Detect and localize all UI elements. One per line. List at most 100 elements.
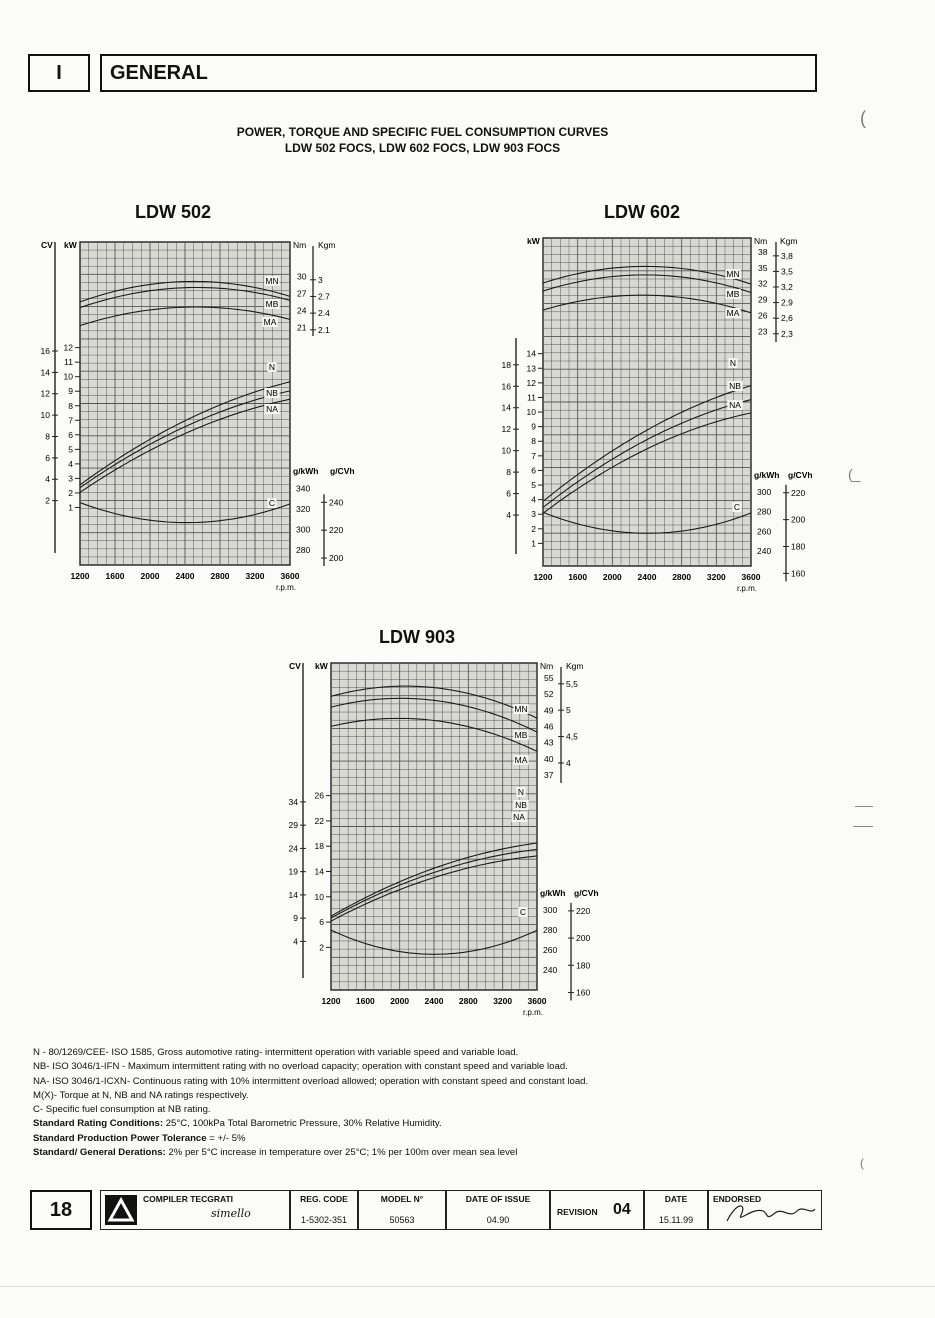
nm-tick-label: 38: [758, 247, 768, 257]
gkwh-axis-label: g/kWh: [540, 888, 566, 898]
nm-axis-label: Nm: [293, 240, 306, 250]
gkwh-tick-label: 300: [757, 487, 771, 497]
series-label-bg: [513, 730, 529, 740]
gkwh-tick-label: 300: [543, 905, 557, 915]
x-axis-label: r.p.m.: [737, 584, 757, 593]
kw-tick-label: 6: [68, 430, 73, 440]
page-edge: [0, 1286, 935, 1287]
series-label-ma: MA: [264, 317, 277, 327]
power-curve-n: [79, 381, 291, 486]
series-label-bg: [513, 800, 529, 810]
power-curve-na: [79, 398, 291, 493]
chart-title-ldw602: LDW 602: [604, 202, 681, 222]
series-label-c: C: [734, 502, 740, 512]
x-tick-label: 3200: [707, 572, 726, 582]
fuel-curve-c: [330, 929, 538, 955]
nm-tick-label: 49: [544, 705, 554, 715]
power-curve-na: [330, 855, 538, 922]
x-tick-label: 3200: [246, 571, 265, 581]
cv-tick-label: 4: [506, 510, 511, 520]
endorsed-cell: ENDORSED: [708, 1190, 822, 1230]
kw-tick-label: 8: [531, 436, 536, 446]
reg-code-label: REG. CODE: [300, 1194, 348, 1204]
cv-tick-label: 12: [502, 424, 512, 434]
note-rating-conditions: Standard Rating Conditions: 25°C, 100kPa…: [33, 1118, 442, 1130]
x-tick-label: 2000: [390, 996, 409, 1006]
x-tick-label: 1200: [534, 572, 553, 582]
power-curve-n: [542, 385, 752, 502]
kgm-axis-label: Kgm: [566, 661, 583, 671]
title-block: COMPILER TECGRATI simello REG. CODE 1-53…: [100, 1190, 822, 1230]
kw-tick-label: 3: [68, 473, 73, 483]
binder-mark: [855, 806, 873, 807]
kw-tick-label: 10: [527, 407, 537, 417]
kw-tick-label: 7: [68, 415, 73, 425]
x-tick-label: 1200: [71, 571, 90, 581]
nm-tick-label: 23: [758, 326, 768, 336]
nm-tick-label: 26: [758, 311, 768, 321]
nm-tick-label: 27: [297, 289, 307, 299]
model-label: MODEL N°: [380, 1194, 424, 1204]
x-tick-label: 3200: [493, 996, 512, 1006]
gkwh-tick-label: 260: [543, 945, 557, 955]
binder-mark: [853, 826, 873, 827]
compiler-cell: COMPILER TECGRATI simello: [100, 1190, 290, 1230]
x-tick-label: 1600: [106, 571, 125, 581]
title-line-2: LDW 502 FOCS, LDW 602 FOCS, LDW 903 FOCS: [284, 141, 561, 155]
kgm-tick-label: 3,5: [781, 266, 793, 276]
series-label-bg: [267, 498, 277, 508]
torque-curve-mn: [542, 265, 752, 285]
cv-tick-label: 8: [45, 431, 50, 441]
kw-tick-label: 10: [315, 892, 325, 902]
gcvh-tick-label: 200: [576, 933, 590, 943]
cv-tick-label: 12: [41, 389, 51, 399]
kw-tick-label: 9: [531, 422, 536, 432]
kgm-tick-label: 2,9: [781, 298, 793, 308]
binder-mark: (: [860, 108, 866, 128]
x-tick-label: 2800: [672, 572, 691, 582]
cv-tick-label: 4: [293, 936, 298, 946]
kgm-tick-label: 2.4: [318, 308, 330, 318]
model-value: 50563: [389, 1215, 415, 1225]
kw-tick-label: 9: [68, 386, 73, 396]
series-label-na: NA: [513, 812, 525, 822]
x-tick-label: 2400: [176, 571, 195, 581]
x-tick-label: 3600: [528, 996, 547, 1006]
power-curve-nb: [79, 390, 291, 489]
date-of-issue-label: DATE OF ISSUE: [465, 1194, 531, 1204]
series-label-bg: [725, 289, 741, 299]
kw-tick-label: 18: [315, 841, 325, 851]
chart-title-ldw903: LDW 903: [379, 627, 456, 647]
power-curve-na: [542, 412, 752, 514]
x-tick-label: 2400: [425, 996, 444, 1006]
reg-code-cell: REG. CODE 1-5302-351: [290, 1190, 358, 1230]
x-tick-label: 2800: [459, 996, 478, 1006]
series-label-bg: [513, 755, 529, 765]
series-label-bg: [516, 787, 526, 797]
power-curve-n: [330, 842, 538, 917]
gkwh-tick-label: 240: [757, 546, 771, 556]
date-cell: DATE 15.11.99: [644, 1190, 708, 1230]
cv-tick-label: 8: [506, 467, 511, 477]
gcvh-tick-label: 200: [791, 515, 805, 525]
cv-tick-label: 14: [41, 367, 51, 377]
torque-curve-ma: [79, 306, 291, 327]
series-label-c: C: [520, 907, 526, 917]
x-tick-label: 2000: [141, 571, 160, 581]
kgm-tick-label: 4,5: [566, 732, 578, 742]
kw-tick-label: 1: [68, 502, 73, 512]
nm-tick-label: 35: [758, 263, 768, 273]
nm-tick-label: 30: [297, 272, 307, 282]
kw-tick-label: 3: [531, 509, 536, 519]
kw-axis-label: kW: [315, 661, 329, 671]
series-label-mn: MN: [265, 276, 278, 286]
nm-axis-label: Nm: [540, 661, 553, 671]
cv-tick-label: 6: [45, 453, 50, 463]
binder-mark: (_: [848, 466, 861, 482]
torque-curve-mn: [330, 685, 538, 719]
series-label-bg: [725, 308, 741, 318]
kw-tick-label: 6: [531, 465, 536, 475]
series-label-bg: [728, 358, 738, 368]
kw-tick-label: 11: [64, 357, 73, 367]
note-n: N - 80/1269/CEE- ISO 1585, Gross automot…: [33, 1047, 519, 1058]
